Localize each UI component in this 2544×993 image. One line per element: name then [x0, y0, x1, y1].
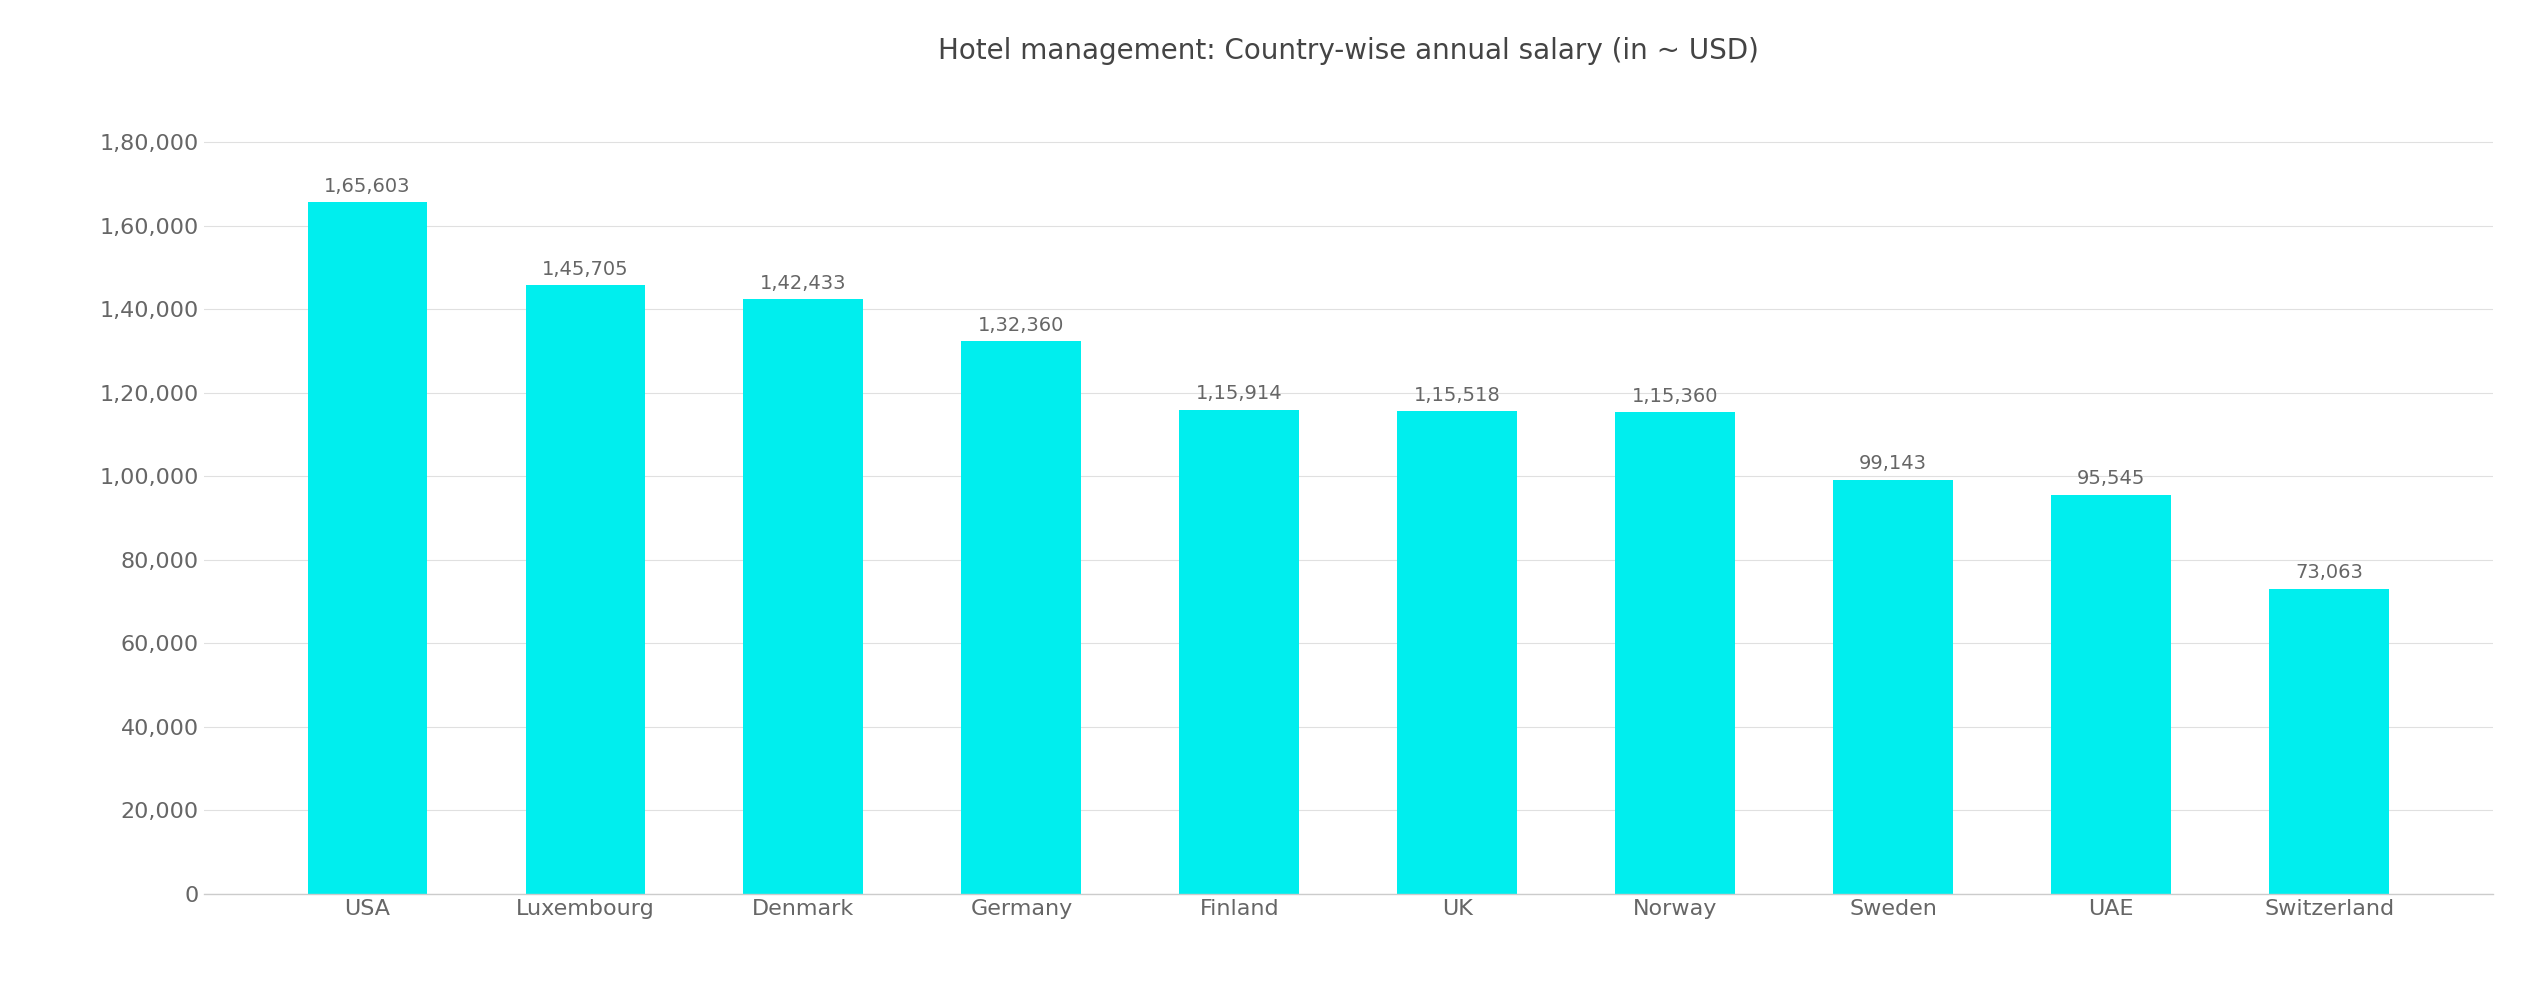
Bar [743, 299, 862, 894]
Bar [1834, 480, 1954, 894]
Title: Hotel management: Country-wise annual salary (in ~ USD): Hotel management: Country-wise annual sa… [939, 37, 1758, 65]
Bar [1397, 411, 1516, 894]
Text: 1,15,360: 1,15,360 [1633, 386, 1720, 406]
Bar [2269, 589, 2389, 894]
Text: 1,65,603: 1,65,603 [323, 177, 410, 196]
Text: 1,45,705: 1,45,705 [542, 260, 628, 279]
Bar [962, 341, 1081, 894]
Bar [527, 285, 646, 894]
Text: 99,143: 99,143 [1860, 455, 1928, 474]
Bar [1615, 412, 1735, 894]
Text: 95,545: 95,545 [2076, 470, 2145, 489]
Text: 1,32,360: 1,32,360 [979, 316, 1063, 335]
Text: 1,42,433: 1,42,433 [761, 274, 847, 293]
Bar [1180, 410, 1300, 894]
Bar [308, 203, 427, 894]
Text: 1,15,518: 1,15,518 [1414, 386, 1501, 405]
Bar [2050, 495, 2170, 894]
Text: 1,15,914: 1,15,914 [1196, 384, 1282, 403]
Text: 73,063: 73,063 [2295, 563, 2363, 582]
